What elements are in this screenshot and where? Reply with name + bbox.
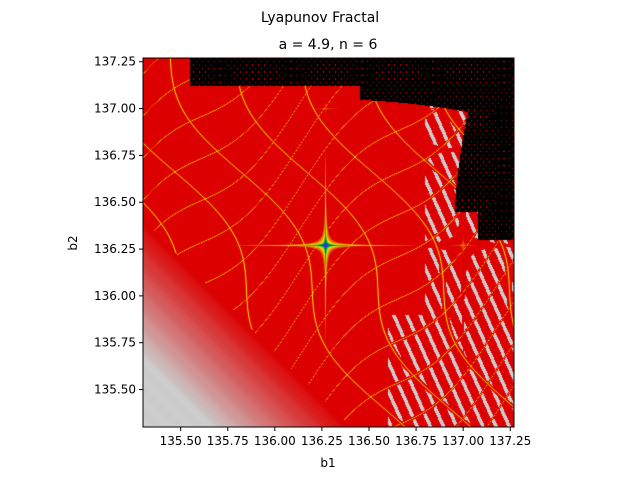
y-tick-label: 136.75 — [94, 148, 136, 162]
y-axis-label: b2 — [66, 235, 80, 250]
x-tick-label: 137.00 — [442, 434, 484, 448]
x-tick-label: 136.50 — [348, 434, 390, 448]
x-tick-label: 136.75 — [395, 434, 437, 448]
fractal-image-frame — [143, 58, 514, 427]
x-tick-label: 135.75 — [207, 434, 249, 448]
y-tick-label: 136.00 — [94, 289, 136, 303]
fractal-heatmap — [143, 58, 514, 427]
y-tick-label: 135.50 — [94, 383, 136, 397]
plot-area — [142, 57, 515, 428]
y-tick-label: 137.25 — [94, 55, 136, 69]
x-tick-label: 137.25 — [489, 434, 531, 448]
x-axis-label: b1 — [320, 456, 335, 470]
x-tick-label: 135.50 — [160, 434, 202, 448]
y-tick-label: 137.00 — [94, 102, 136, 116]
x-axis: 135.50 135.75 136.00 136.25 136.50 136.75 137.… — [160, 427, 531, 448]
chart-title: a = 4.9, n = 6 — [279, 37, 378, 53]
plot-frame — [142, 57, 515, 428]
y-tick-label: 135.75 — [94, 336, 136, 350]
y-tick-label: 136.25 — [94, 242, 136, 256]
y-axis: 135.50 135.75 136.00 136.25 136.50 136.75 137.… — [94, 55, 143, 397]
chart-suptitle: Lyapunov Fractal — [261, 10, 379, 26]
y-tick-label: 136.50 — [94, 195, 136, 209]
x-tick-label: 136.00 — [254, 434, 296, 448]
x-tick-label: 136.25 — [301, 434, 343, 448]
